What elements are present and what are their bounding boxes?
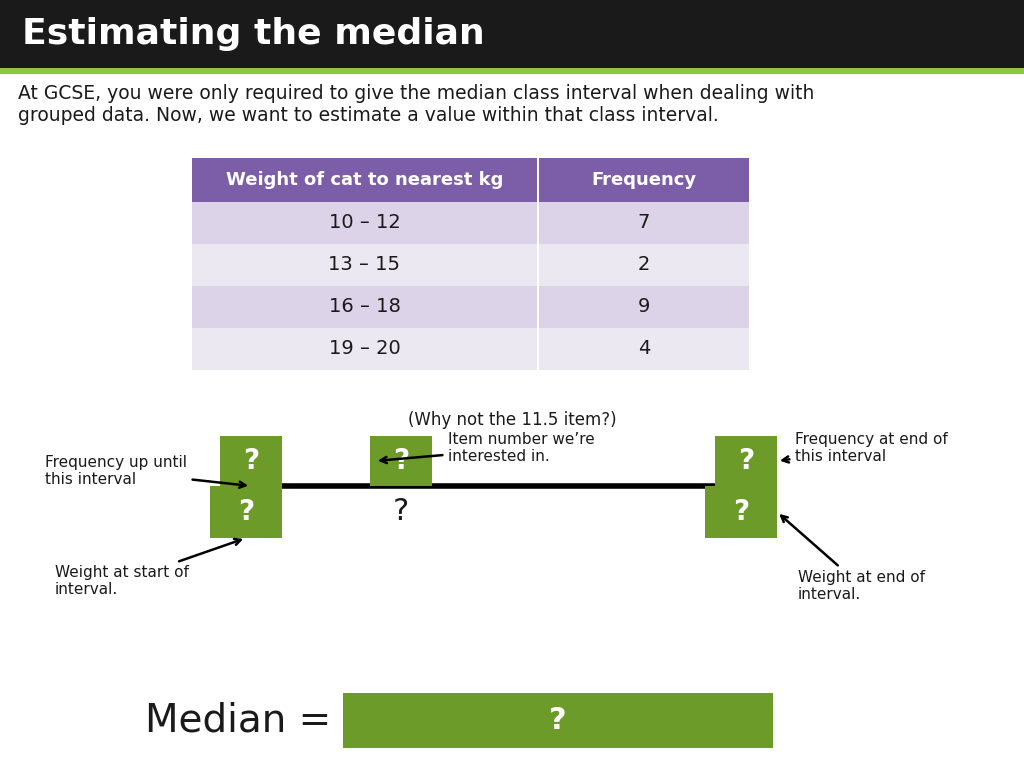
FancyBboxPatch shape: [715, 436, 777, 486]
FancyBboxPatch shape: [0, 68, 1024, 74]
Text: 13 – 15: 13 – 15: [329, 256, 400, 274]
FancyBboxPatch shape: [539, 244, 749, 286]
Text: 2: 2: [638, 256, 650, 274]
FancyBboxPatch shape: [193, 158, 537, 202]
Text: Frequency up until
this interval: Frequency up until this interval: [45, 455, 246, 488]
Text: (Why not the 11.5 item?): (Why not the 11.5 item?): [408, 411, 616, 429]
FancyBboxPatch shape: [193, 286, 537, 328]
Text: Frequency at end of
this interval: Frequency at end of this interval: [782, 432, 948, 465]
FancyBboxPatch shape: [539, 202, 749, 244]
Text: Estimating the median: Estimating the median: [22, 17, 484, 51]
FancyBboxPatch shape: [343, 693, 773, 748]
FancyBboxPatch shape: [539, 286, 749, 328]
Text: 7: 7: [638, 214, 650, 233]
Text: 9: 9: [638, 297, 650, 316]
FancyBboxPatch shape: [193, 244, 537, 286]
Text: ?: ?: [733, 498, 750, 526]
Text: 10 – 12: 10 – 12: [329, 214, 400, 233]
FancyBboxPatch shape: [220, 436, 282, 486]
Text: ?: ?: [393, 447, 409, 475]
FancyBboxPatch shape: [539, 158, 749, 202]
Text: Frequency: Frequency: [592, 171, 696, 189]
Text: 19 – 20: 19 – 20: [329, 339, 400, 359]
Text: ?: ?: [238, 498, 254, 526]
FancyBboxPatch shape: [193, 328, 537, 370]
FancyBboxPatch shape: [539, 328, 749, 370]
Text: ?: ?: [243, 447, 259, 475]
Text: ?: ?: [549, 706, 567, 735]
Text: Weight of cat to nearest kg: Weight of cat to nearest kg: [226, 171, 503, 189]
FancyBboxPatch shape: [193, 202, 537, 244]
FancyBboxPatch shape: [210, 486, 282, 538]
Text: Item number we’re
interested in.: Item number we’re interested in.: [381, 432, 595, 465]
FancyBboxPatch shape: [370, 436, 432, 486]
Text: ?: ?: [393, 498, 410, 527]
Text: 16 – 18: 16 – 18: [329, 297, 400, 316]
Text: Weight at end of
interval.: Weight at end of interval.: [781, 515, 925, 602]
Text: At GCSE, you were only required to give the median class interval when dealing w: At GCSE, you were only required to give …: [18, 84, 814, 125]
FancyBboxPatch shape: [705, 486, 777, 538]
Text: Weight at start of
interval.: Weight at start of interval.: [55, 539, 241, 598]
FancyBboxPatch shape: [0, 0, 1024, 68]
Text: ?: ?: [738, 447, 754, 475]
Text: 4: 4: [638, 339, 650, 359]
Text: Median =: Median =: [144, 701, 331, 740]
